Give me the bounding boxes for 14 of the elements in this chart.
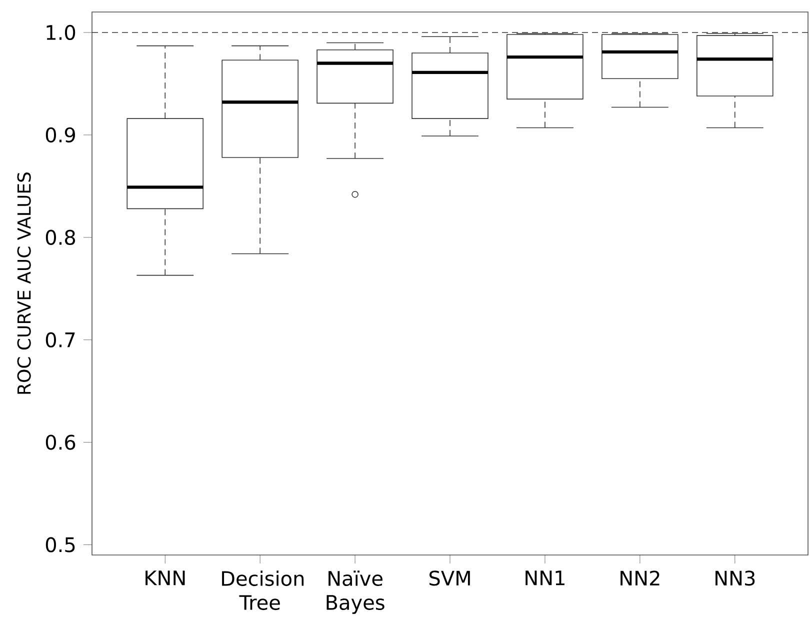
x-tick-label: Naïve Bayes xyxy=(326,570,384,614)
y-tick-label: 0.5 xyxy=(46,537,75,552)
y-tick-label: 0.8 xyxy=(46,230,76,245)
x-tick-label: Decision Tree xyxy=(222,570,304,610)
x-tick-label: SVM xyxy=(430,570,470,586)
x-tick-label: KNN xyxy=(146,570,185,586)
y-axis-title: ROC CURVE AUC VALUES xyxy=(17,172,31,394)
y-tick-label: 0.9 xyxy=(46,127,75,142)
x-tick-label: NN2 xyxy=(620,570,660,586)
x-tick-label: NN3 xyxy=(716,570,755,586)
y-tick-label: 0.7 xyxy=(46,332,75,348)
y-tick-label: 1.0 xyxy=(46,24,76,40)
x-tick-label: NN1 xyxy=(526,570,564,586)
y-tick-label: 0.6 xyxy=(46,434,76,450)
